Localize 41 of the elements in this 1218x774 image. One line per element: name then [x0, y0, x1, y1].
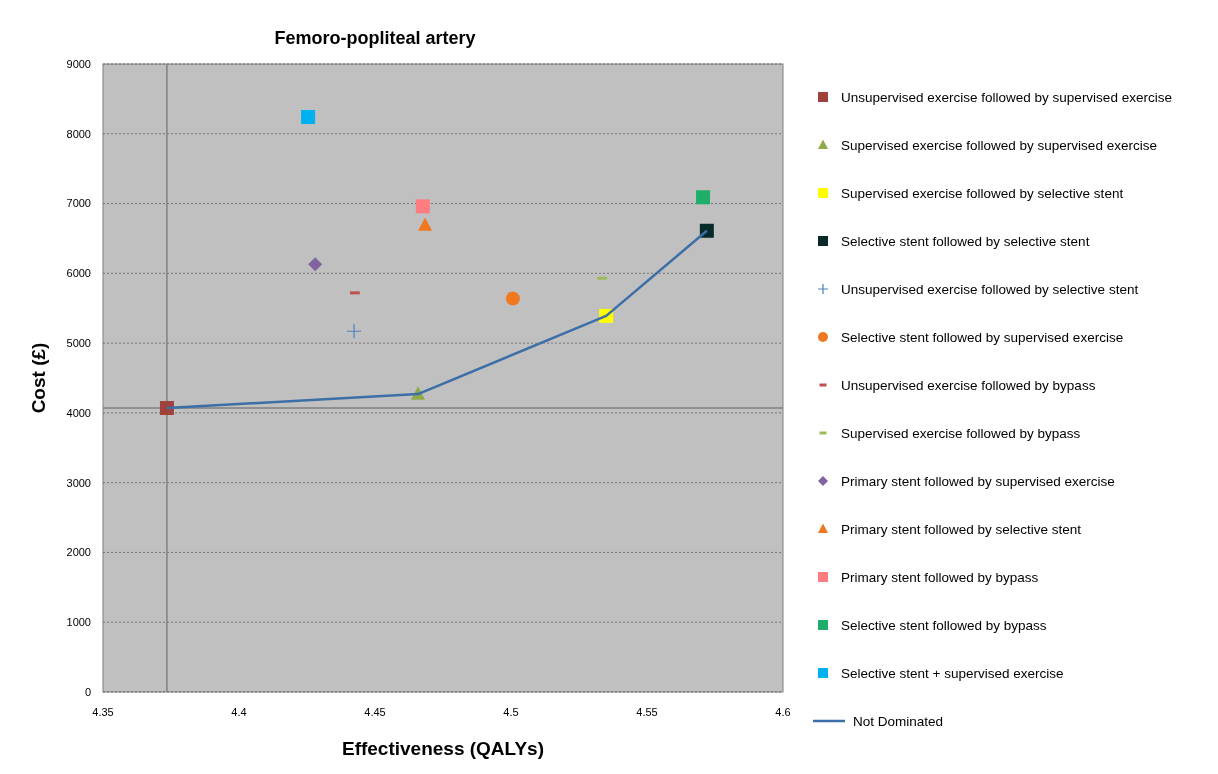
- y-tick-label: 3000: [66, 476, 91, 489]
- legend-label: Supervised exercise followed by selective stent: [841, 185, 1124, 201]
- legend-label: Unsupervised exercise followed by bypass: [841, 377, 1096, 393]
- legend-label: Primary stent followed by bypass: [841, 569, 1039, 585]
- legend-label: Primary stent followed by supervised exercise: [841, 473, 1115, 489]
- legend-label: Primary stent followed by selective stent: [841, 521, 1082, 537]
- y-axis-title: Cost (£): [28, 342, 49, 414]
- point: [301, 110, 316, 125]
- legend-label: Unsupervised exercise followed by supervised exercise: [841, 89, 1172, 105]
- y-tick-label: 1000: [66, 616, 91, 629]
- point: [696, 190, 711, 205]
- y-tick-label: 0: [84, 685, 91, 698]
- y-tick-label: 8000: [66, 127, 91, 140]
- point: [418, 217, 433, 231]
- y-tick-label: 6000: [66, 267, 91, 280]
- point: [159, 401, 174, 415]
- legend-label: Not Dominated: [853, 713, 944, 729]
- legend-label: Selective stent followed by bypass: [841, 617, 1047, 633]
- x-axis-title: Effectiveness (QALYs): [341, 738, 545, 759]
- point: [415, 199, 430, 214]
- y-tick-label: 5000: [66, 336, 91, 349]
- x-tick-label: 4.55: [636, 706, 658, 718]
- legend-label: Selective stent followed by selective stent: [841, 233, 1090, 249]
- point: [505, 291, 520, 306]
- y-tick-label: 9000: [66, 57, 91, 70]
- legend-label: Supervised exercise followed by bypass: [841, 425, 1081, 441]
- y-tick-label: 2000: [66, 546, 91, 559]
- point: [308, 257, 323, 272]
- legend-label: Selective stent followed by supervised exercise: [841, 329, 1124, 345]
- x-tick-label: 4.5: [503, 706, 519, 718]
- legend-label: Selective stent + supervised exercise: [841, 665, 1064, 681]
- x-tick-label: 4.6: [775, 706, 791, 718]
- y-tick-label: 4000: [66, 406, 91, 419]
- x-tick-label: 4.35: [92, 706, 114, 718]
- point: [346, 323, 362, 339]
- legend-label: Supervised exercise followed by supervised exercise: [841, 137, 1157, 153]
- chart-title: Femoro-popliteal artery: [274, 28, 476, 48]
- x-tick-label: 4.4: [231, 706, 247, 718]
- legend-label: Unsupervised exercise followed by selective stent: [841, 281, 1139, 297]
- x-tick-label: 4.45: [364, 706, 386, 718]
- y-tick-label: 7000: [66, 197, 91, 210]
